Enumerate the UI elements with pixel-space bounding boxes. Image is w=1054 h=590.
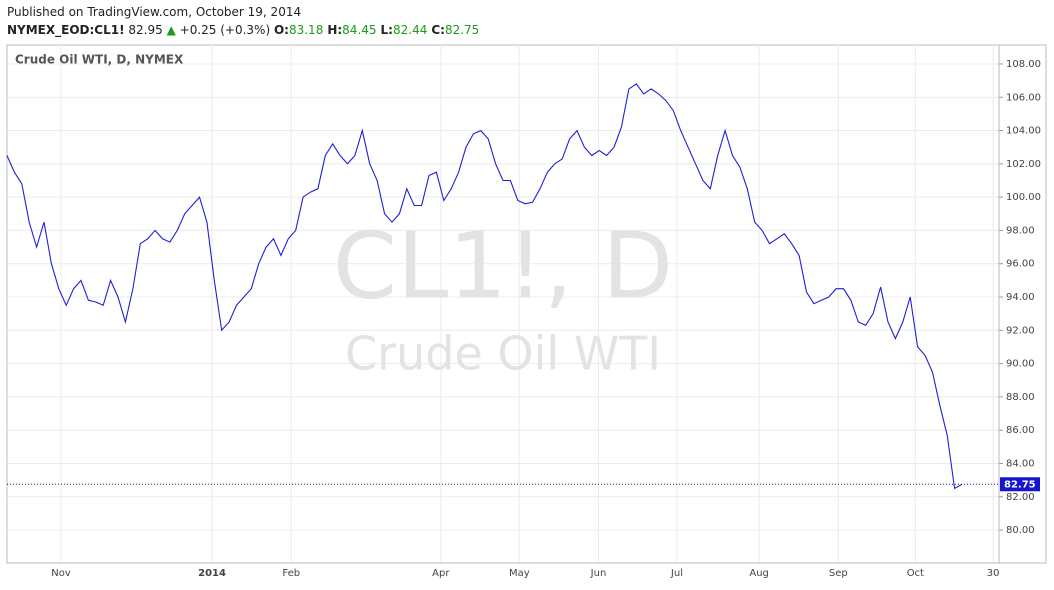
header: Published on TradingView.com, October 19… [7,3,483,39]
x-tick-label: Aug [749,568,769,579]
ohlc-value: 84.45 [342,23,377,37]
x-tick-label: Jun [590,568,607,579]
x-tick-label: Jul [670,568,683,579]
y-tick-label: 88.00 [1006,392,1035,403]
watermark-subtitle: Crude Oil WTI [345,327,661,381]
y-tick-label: 82.00 [1006,492,1035,503]
y-tick-label: 80.00 [1006,525,1035,536]
ohlc-label: O: [273,23,289,37]
x-tick-label: Sep [829,568,848,579]
x-tick-label: May [509,568,530,579]
symbol: NYMEX_EOD:CL1! [7,23,125,37]
price: 82.95 [128,23,163,37]
y-tick-label: 104.00 [1006,126,1041,137]
change: +0.25 (+0.3%) [179,23,271,37]
ohlc-label: H: [327,23,343,37]
grid [7,45,999,563]
x-tick-label: Feb [282,568,300,579]
x-tick-label: Apr [432,568,450,579]
ohlc: O:83.18 H:84.45 L:82.44 C:82.75 [274,23,483,37]
x-tick-label: 2014 [198,568,226,579]
published: Published on TradingView.com, October 19… [7,5,302,19]
y-tick-label: 90.00 [1006,359,1035,370]
chart-title: Crude Oil WTI, D, NYMEX [15,53,184,67]
last-price-label: 82.75 [1004,479,1036,490]
y-tick-label: 108.00 [1006,59,1041,70]
ohlc-value: 82.44 [392,23,428,37]
ohlc-label: C: [431,23,445,37]
y-tick-label: 96.00 [1006,259,1035,270]
watermark: CL1!, D [333,212,673,319]
y-tick-label: 102.00 [1006,159,1041,170]
y-tick-label: 100.00 [1006,192,1041,203]
x-tick-label: Oct [907,568,924,579]
ohlc-value: 83.18 [288,23,324,37]
y-tick-label: 92.00 [1006,325,1035,336]
up-arrow: ▲ [166,23,176,37]
y-tick-label: 106.00 [1006,92,1041,103]
x-tick-label: Nov [51,568,71,579]
y-tick-label: 98.00 [1006,225,1035,236]
y-tick-label: 94.00 [1006,292,1035,303]
y-tick-label: 84.00 [1006,458,1035,469]
y-tick-label: 86.00 [1006,425,1035,436]
ohlc-label: L: [380,23,393,37]
price-line [6,83,963,490]
ohlc-value: 82.75 [444,23,480,37]
quote-line: NYMEX_EOD:CL1! 82.95 ▲ +0.25 (+0.3%) O:8… [7,21,483,39]
last-price-box [1000,477,1040,492]
x-tick-label: 30 [987,568,1000,579]
